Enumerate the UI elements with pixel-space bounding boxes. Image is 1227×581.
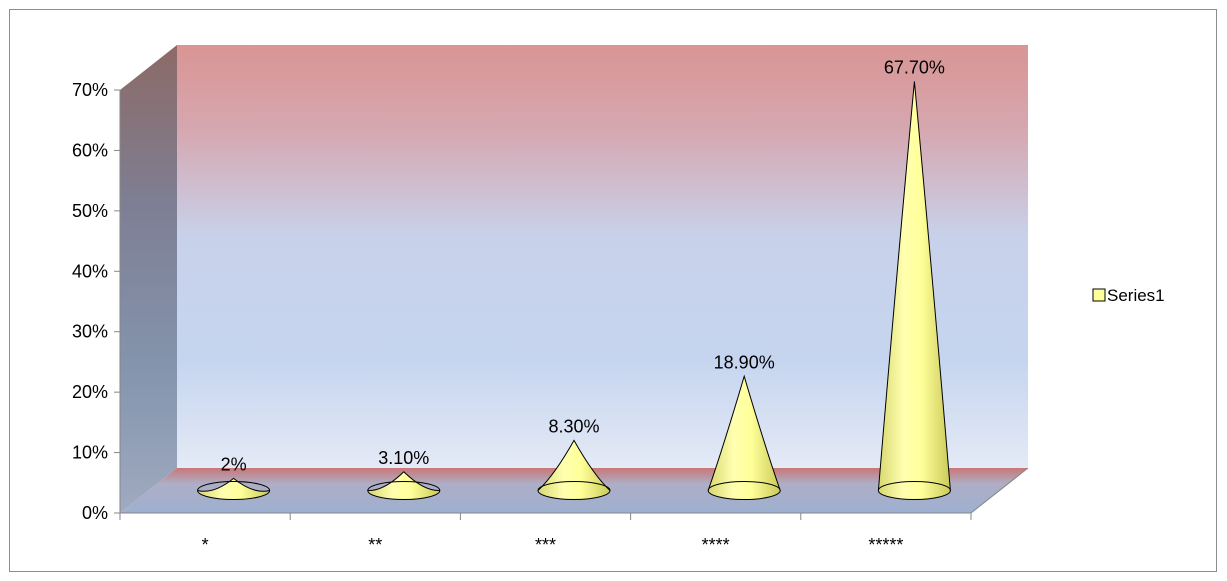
x-tick-label: * [202,535,209,555]
cone-base-edge [877,481,951,491]
chart-frame: 0% 10% 20% 30% 40% 50% 60% 70% * ** *** **** ***** … [9,9,1217,572]
x-ticks: * ** *** **** ***** [119,513,972,555]
cone-mark [537,439,611,500]
cone-base-edge [707,481,781,491]
y-ticks: 0% 10% 20% 30% 40% 50% 60% 70% [72,80,120,523]
y-tick-label: 10% [72,443,108,463]
chart-plot: 0%10%20%30%40%50%60%70% * ** *** **** ***** … [72,45,1165,555]
y-tick-label: 60% [72,140,108,160]
cone-base-edge [537,481,611,491]
x-tick-label: **** [702,535,730,555]
data-label: 3.10% [378,448,429,468]
data-label: 2% [221,454,247,474]
back-wall [177,45,1028,468]
x-tick-label: ***** [868,535,903,555]
x-axis-depth-line [970,467,1029,514]
cone-base-edge [367,481,441,491]
data-label: 67.70% [884,57,945,77]
y-tick-label: 70% [72,80,108,100]
data-labels: 2% 3.10% 8.30% 18.90% 67.70% [221,57,945,474]
x-tick-label: *** [535,535,556,555]
cones [197,81,951,500]
y-tick-label: 40% [72,261,108,281]
legend-label: Series1 [1107,286,1165,305]
cone-mark [367,471,441,500]
cone-mark [197,477,271,500]
y-tick-label: 50% [72,201,108,221]
data-label: 8.30% [548,416,599,436]
y-tick-label: 30% [72,322,108,342]
side-wall [120,45,177,513]
cone-mark [877,81,951,500]
legend: Series1 [1092,286,1165,305]
data-label: 18.90% [714,352,775,372]
cone-base-edge [197,481,271,491]
y-tick-label: 0% [82,503,108,523]
legend-swatch [1092,288,1106,302]
x-tick-label: ** [368,535,382,555]
y-tick-label: 20% [72,382,108,402]
